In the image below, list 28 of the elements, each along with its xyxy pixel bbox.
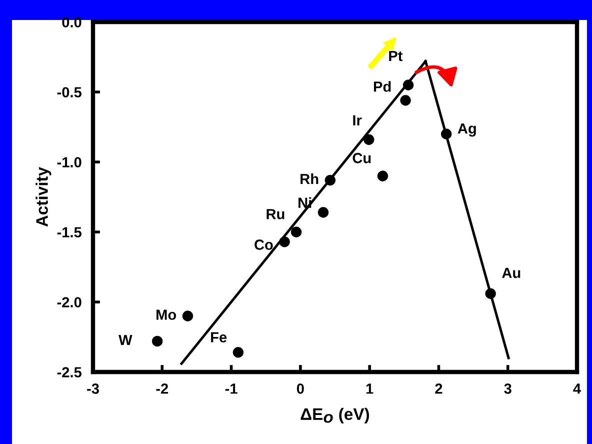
x-tick-label: 4 xyxy=(573,384,581,394)
annotation: Cu xyxy=(352,152,371,164)
y-tick-label: -0.5 xyxy=(57,87,82,98)
x-tick-label: 2 xyxy=(435,383,442,394)
y-tick-label: 0.0 xyxy=(62,17,82,28)
y-axis-title: Activity xyxy=(36,166,52,227)
annotation: Fe xyxy=(211,332,227,342)
annotation: Pd xyxy=(374,81,391,92)
annotation: Au xyxy=(502,268,520,278)
annotation: Mo xyxy=(156,310,176,320)
y-tick-label: -1.5 xyxy=(57,227,82,238)
annotation: W xyxy=(118,334,132,345)
y-tick-label: -1.0 xyxy=(57,157,82,168)
x-tick-label: 3 xyxy=(504,383,512,394)
annotation: Ir xyxy=(353,115,362,126)
x-tick-label: -2 xyxy=(156,383,168,394)
annotation: Ru xyxy=(266,209,284,220)
x-tick-label: -3 xyxy=(87,383,99,394)
y-tick-label: -2.5 xyxy=(57,367,82,378)
y-tick-label: -2.0 xyxy=(57,297,82,308)
x-axis-title: ΔE$_{O}$ (eV) xyxy=(300,408,369,424)
annotation: Co xyxy=(254,240,273,250)
annotation: Ag xyxy=(458,124,476,137)
annotation: Pt xyxy=(389,50,403,62)
x-tick-label: 1 xyxy=(366,384,374,394)
x-tick-label: 0 xyxy=(296,383,304,394)
x-tick-label: -1 xyxy=(225,384,238,394)
annotation: Rh xyxy=(300,173,318,184)
